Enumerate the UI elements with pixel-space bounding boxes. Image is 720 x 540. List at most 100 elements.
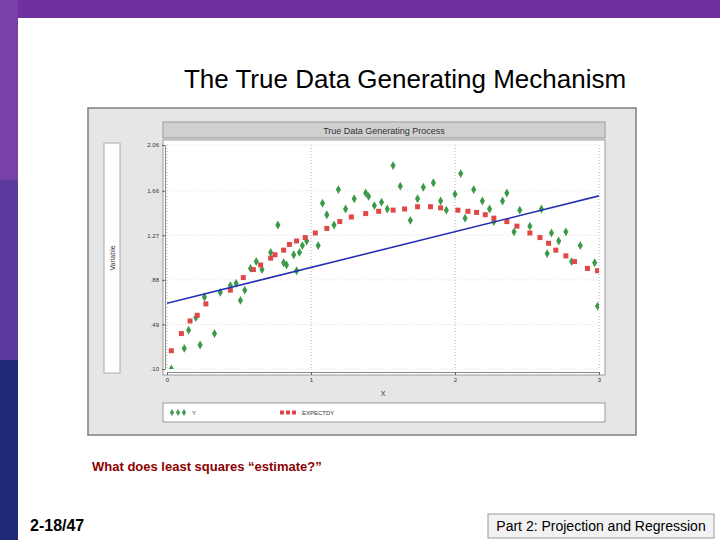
point xyxy=(455,208,460,213)
point xyxy=(408,216,413,225)
point xyxy=(458,169,463,178)
point xyxy=(431,178,436,187)
y-axis-title: Variable xyxy=(109,245,116,270)
point xyxy=(254,257,259,266)
grid-line xyxy=(167,235,599,236)
point xyxy=(428,204,433,209)
tick: 0 xyxy=(166,372,170,383)
tick-label: .88 xyxy=(151,277,160,283)
point xyxy=(284,261,289,270)
point xyxy=(287,242,292,247)
y-label-panel xyxy=(104,143,120,373)
legend-marker xyxy=(176,409,180,416)
point xyxy=(241,275,246,280)
tick-label: .10 xyxy=(151,366,160,372)
x-axis: 0123 xyxy=(166,372,602,383)
slide-title: The True Data Generating Mechanism xyxy=(184,64,626,94)
point xyxy=(366,192,371,201)
tick-mark xyxy=(311,372,312,375)
point xyxy=(491,216,496,221)
legend: YEXPECTDY xyxy=(163,403,605,422)
point xyxy=(517,206,522,215)
point xyxy=(212,329,217,338)
point xyxy=(578,241,583,250)
point xyxy=(391,161,396,170)
tick: 2 xyxy=(454,372,458,383)
grid-line xyxy=(167,145,599,146)
legend-marker xyxy=(280,411,284,415)
point xyxy=(511,227,516,236)
point xyxy=(474,210,479,215)
tick-mark xyxy=(162,369,165,370)
tick: .10 xyxy=(151,366,165,372)
point xyxy=(268,248,273,257)
point xyxy=(179,331,184,336)
side-band xyxy=(0,0,18,180)
point xyxy=(595,268,599,273)
footer: Part 2: Projection and Regression xyxy=(496,518,705,534)
point xyxy=(169,348,174,353)
legend-label: Y xyxy=(192,410,196,416)
point xyxy=(398,182,403,191)
point xyxy=(169,365,174,369)
point xyxy=(421,183,426,192)
grid-line xyxy=(599,145,600,369)
tick: 2.06 xyxy=(147,142,165,148)
point xyxy=(294,239,299,244)
chart-title: True Data Generating Process xyxy=(323,126,445,136)
point xyxy=(336,185,341,194)
point xyxy=(415,204,420,209)
point xyxy=(251,267,256,272)
footer-box xyxy=(488,514,714,538)
marks xyxy=(167,161,599,369)
side-band xyxy=(0,360,18,540)
grid-line xyxy=(455,145,456,369)
series-points xyxy=(169,161,599,369)
point xyxy=(379,198,384,207)
tick-mark xyxy=(162,280,165,281)
point xyxy=(465,209,470,214)
grid-line xyxy=(167,190,599,191)
grid-line xyxy=(167,145,168,369)
point xyxy=(186,326,191,335)
point xyxy=(343,205,348,214)
slide: The True Data Generating Mechanism True D… xyxy=(0,0,720,540)
legend-box xyxy=(163,403,605,422)
point xyxy=(324,210,329,219)
point xyxy=(537,235,542,240)
point xyxy=(595,302,599,311)
legend-marker xyxy=(182,409,186,416)
point xyxy=(514,224,519,229)
point xyxy=(545,249,550,258)
page-number: 2-18/47 xyxy=(30,517,84,534)
point xyxy=(563,227,568,236)
point xyxy=(471,185,476,194)
tick-mark xyxy=(162,235,165,236)
legend-marker xyxy=(292,411,296,415)
tick-label: 2.06 xyxy=(147,142,159,148)
tick-label: 1.27 xyxy=(147,233,159,239)
point xyxy=(556,237,561,246)
grid-line xyxy=(167,279,599,280)
tick: .88 xyxy=(151,277,165,283)
point xyxy=(316,241,321,250)
point xyxy=(242,286,247,295)
point xyxy=(188,319,193,324)
grid xyxy=(167,145,599,369)
tick-mark xyxy=(599,372,600,375)
tick-label: 1.66 xyxy=(147,188,159,194)
axis-line xyxy=(168,372,600,373)
point xyxy=(438,205,443,210)
series-points xyxy=(169,204,599,353)
point xyxy=(546,241,551,246)
point xyxy=(238,296,243,305)
point xyxy=(385,205,390,214)
point xyxy=(195,313,200,318)
point xyxy=(391,208,396,213)
y-axis: .10.49.881.271.662.06 xyxy=(147,142,165,372)
top-band xyxy=(18,0,720,18)
point xyxy=(324,226,329,231)
point xyxy=(281,248,286,253)
point xyxy=(300,241,305,250)
point xyxy=(352,194,357,203)
